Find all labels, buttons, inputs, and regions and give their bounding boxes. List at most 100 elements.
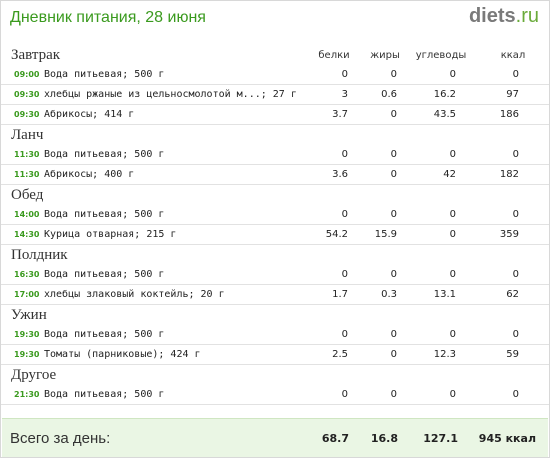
entry-fat: 0 — [390, 389, 397, 400]
entry-carbs: 0 — [449, 149, 456, 160]
entry-fat: 0 — [390, 269, 397, 280]
entry-carbs: 0 — [449, 389, 456, 400]
meal-section: Завтрак 09:00 Вода питьевая; 500 г 0 0 0 0 09:3… — [1, 45, 549, 125]
entry-kcal: 0 — [512, 389, 519, 400]
entry-protein: 0 — [341, 69, 348, 80]
food-entry-row: 19:30 Томаты (парниковые); 424 г 2.5 0 12.3 5… — [1, 345, 549, 365]
entry-kcal: 0 — [512, 149, 519, 160]
entry-time: 09:00 — [14, 70, 40, 79]
entry-time: 11:30 — [14, 150, 40, 159]
entry-time: 17:00 — [14, 290, 40, 299]
entry-food: Курица отварная; 215 г — [44, 229, 177, 240]
meal-section: Полдник 16:30 Вода питьевая; 500 г 0 0 0 0 17:0… — [1, 245, 549, 305]
entry-food: хлебцы ржаные из цельносмолотой м...; 27… — [44, 89, 297, 100]
page-title: Дневник питания, 28 июня — [10, 9, 206, 26]
entry-time: 16:30 — [14, 270, 40, 279]
entry-kcal: 0 — [512, 209, 519, 220]
entry-carbs: 16.2 — [433, 89, 456, 100]
food-entry-row: 09:30 хлебцы ржаные из цельносмолотой м..… — [1, 85, 549, 105]
entry-protein: 3.6 — [332, 169, 348, 180]
meal-title: Ланч — [11, 127, 44, 143]
entry-protein: 0 — [341, 269, 348, 280]
meal-title: Другое — [11, 367, 57, 383]
column-header-kcal: ккал — [500, 50, 526, 61]
entry-protein: 2.5 — [332, 349, 348, 360]
site-logo[interactable]: diets.ru — [469, 5, 539, 28]
entry-time: 19:30 — [14, 350, 40, 359]
entry-carbs: 0 — [449, 69, 456, 80]
food-entry-row: 14:30 Курица отварная; 215 г 54.2 15.9 0 359 — [1, 225, 549, 245]
entry-kcal: 182 — [499, 169, 519, 180]
entry-protein: 0 — [341, 329, 348, 340]
food-entry-row: 11:30 Вода питьевая; 500 г 0 0 0 0 — [1, 145, 549, 165]
entry-protein: 0 — [341, 149, 348, 160]
entry-time: 09:30 — [14, 90, 40, 99]
entry-kcal: 0 — [512, 269, 519, 280]
entry-food: Вода питьевая; 500 г — [44, 269, 165, 280]
meal-title: Ужин — [11, 307, 47, 323]
entry-carbs: 0 — [449, 269, 456, 280]
column-header-carbs: углеводы — [415, 50, 467, 61]
food-entry-row: 17:00 хлебцы злаковый коктейль; 20 г 1.7 0.… — [1, 285, 549, 305]
food-entry-row: 19:30 Вода питьевая; 500 г 0 0 0 0 — [1, 325, 549, 345]
entry-food: Вода питьевая; 500 г — [44, 389, 165, 400]
entry-protein: 3.7 — [332, 109, 348, 120]
meal-section: Обед 14:00 Вода питьевая; 500 г 0 0 0 0 14:30 Ку… — [1, 185, 549, 245]
entry-food: Вода питьевая; 500 г — [44, 329, 165, 340]
meal-title: Завтрак — [11, 47, 61, 63]
entry-time: 09:30 — [14, 110, 40, 119]
entry-kcal: 0 — [512, 69, 519, 80]
meal-section: Другое 21:30 Вода питьевая; 500 г 0 0 0 0 — [1, 365, 549, 405]
entry-food: Абрикосы; 400 г — [44, 169, 135, 180]
entry-protein: 0 — [341, 389, 348, 400]
food-entry-row: 14:00 Вода питьевая; 500 г 0 0 0 0 — [1, 205, 549, 225]
food-entry-row: 11:30 Абрикосы; 400 г 3.6 0 42 182 — [1, 165, 549, 185]
meal-title: Обед — [11, 187, 44, 203]
entry-carbs: 0 — [449, 209, 456, 220]
entry-carbs: 0 — [449, 229, 456, 240]
entry-time: 14:30 — [14, 230, 40, 239]
entry-fat: 0 — [390, 329, 397, 340]
entry-carbs: 13.1 — [433, 289, 456, 300]
entry-kcal: 97 — [506, 89, 519, 100]
total-fat: 16.8 — [370, 432, 398, 445]
entry-protein: 0 — [341, 209, 348, 220]
entry-time: 21:30 — [14, 390, 40, 399]
food-entry-row: 21:30 Вода питьевая; 500 г 0 0 0 0 — [1, 385, 549, 405]
entry-carbs: 43.5 — [433, 109, 456, 120]
entry-fat: 0 — [390, 69, 397, 80]
daily-total-bar: Всего за день: 68.7 16.8 127.1 945 ккал — [2, 418, 548, 457]
column-header-fat: жиры — [370, 50, 400, 61]
daily-total-label: Всего за день: — [10, 430, 111, 447]
entry-fat: 0 — [390, 349, 397, 360]
column-header-protein: белки — [318, 50, 350, 61]
logo-text: diets — [468, 5, 516, 27]
meals-table: Завтрак 09:00 Вода питьевая; 500 г 0 0 0 0 09:3… — [1, 45, 549, 405]
total-kcal: 945 ккал — [478, 432, 536, 445]
entry-food: Абрикосы; 414 г — [44, 109, 135, 120]
total-protein: 68.7 — [321, 432, 349, 445]
entry-kcal: 186 — [499, 109, 519, 120]
entry-carbs: 0 — [449, 329, 456, 340]
entry-kcal: 62 — [506, 289, 519, 300]
entry-food: хлебцы злаковый коктейль; 20 г — [44, 289, 225, 300]
meal-section: Ланч 11:30 Вода питьевая; 500 г 0 0 0 0 11:30 Аб… — [1, 125, 549, 185]
entry-kcal: 59 — [506, 349, 519, 360]
entry-time: 11:30 — [14, 170, 40, 179]
entry-fat: 0 — [390, 109, 397, 120]
entry-time: 19:30 — [14, 330, 40, 339]
entry-fat: 15.9 — [374, 229, 397, 240]
food-entry-row: 16:30 Вода питьевая; 500 г 0 0 0 0 — [1, 265, 549, 285]
entry-time: 14:00 — [14, 210, 40, 219]
entry-fat: 0.6 — [381, 89, 397, 100]
entry-food: Томаты (парниковые); 424 г — [44, 349, 201, 360]
entry-carbs: 42 — [443, 169, 456, 180]
entry-food: Вода питьевая; 500 г — [44, 209, 165, 220]
entry-food: Вода питьевая; 500 г — [44, 69, 165, 80]
entry-fat: 0 — [390, 169, 397, 180]
entry-protein: 1.7 — [332, 289, 348, 300]
entry-kcal: 359 — [499, 229, 519, 240]
entry-protein: 54.2 — [325, 229, 348, 240]
total-carbs: 127.1 — [423, 432, 458, 445]
